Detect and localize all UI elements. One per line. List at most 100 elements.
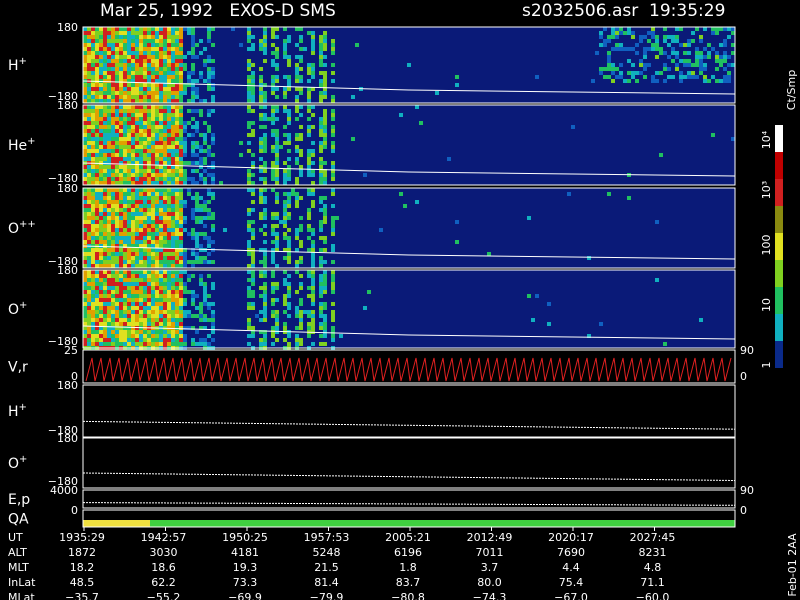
spectrogram-cell (115, 35, 119, 39)
spectrogram-cell (163, 39, 167, 43)
spectrogram-cell (207, 240, 211, 244)
spectrogram-cell (91, 282, 95, 286)
spectrogram-cell (83, 204, 87, 208)
spectrogram-cell (203, 216, 207, 220)
spectrogram-cell (187, 75, 191, 79)
spectrogram-cell (131, 71, 135, 75)
spectrogram-cell (107, 27, 111, 31)
spectrogram-cell (331, 274, 335, 278)
spectrogram-cell (331, 270, 335, 274)
spectrogram-cell (163, 99, 167, 103)
spectrogram-cell (91, 264, 95, 268)
spectrogram-cell (167, 270, 171, 274)
spectrogram-cell (95, 314, 99, 318)
spectrogram-cell (287, 290, 291, 294)
spectrogram-cell (159, 31, 163, 35)
spectrogram-cell (183, 173, 187, 177)
spectrogram-cell (183, 145, 187, 149)
spectrogram-cell (195, 141, 199, 145)
spectrogram-cell (655, 55, 659, 59)
spectrogram-cell (263, 169, 267, 173)
spectrogram-cell (247, 67, 251, 71)
spectrogram-cell (83, 47, 87, 51)
spectrogram-cell (275, 310, 279, 314)
spectrogram-cell (155, 318, 159, 322)
spectrogram-cell (239, 153, 243, 157)
spectrogram-cell (547, 302, 551, 306)
spectrogram-cell (83, 149, 87, 153)
spectrogram-cell (163, 244, 167, 248)
spectrogram-cell (123, 334, 127, 338)
spectrogram-cell (247, 75, 251, 79)
spectrogram-cell (723, 43, 727, 47)
spectrogram-cell (179, 141, 183, 145)
spectrogram-cell (131, 256, 135, 260)
label-sup: + (19, 402, 27, 413)
row-value: −74.3 (473, 591, 507, 600)
spectrogram-cell (99, 181, 103, 185)
spectrogram-cell (251, 181, 255, 185)
spectrogram-cell (151, 137, 155, 141)
spectrogram-cell (107, 129, 111, 133)
spectrogram-cell (287, 55, 291, 59)
spectrogram-cell (123, 270, 127, 274)
spectrogram-cell (323, 270, 327, 274)
spectrogram-cell (127, 298, 131, 302)
spectrogram-cell (107, 200, 111, 204)
panel-label: O++ (8, 219, 36, 237)
spectrogram-cell (139, 322, 143, 326)
spectrogram-cell (271, 121, 275, 125)
spectrogram-cell (175, 326, 179, 330)
spectrogram-cell (167, 274, 171, 278)
label-text: E,p (8, 492, 30, 508)
spectrogram-cell (623, 47, 627, 51)
spectrogram-cell (147, 145, 151, 149)
spectrogram-cell (147, 322, 151, 326)
spectrogram-cell (663, 63, 667, 67)
spectrogram-cell (271, 232, 275, 236)
spectrogram-cell (311, 298, 315, 302)
spectrogram-cell (99, 125, 103, 129)
spectrogram-cell (127, 125, 131, 129)
spectrogram-cell (111, 157, 115, 161)
spectrogram-cell (287, 200, 291, 204)
spectrogram-cell (135, 290, 139, 294)
spectrogram-cell (139, 75, 143, 79)
spectrogram-cell (275, 181, 279, 185)
spectrogram-cell (139, 87, 143, 91)
spectrogram-cell (171, 39, 175, 43)
spectrogram-cell (115, 248, 119, 252)
spectrogram-cell (95, 165, 99, 169)
spectrogram-cell (87, 113, 91, 117)
spectrogram-cell (87, 149, 91, 153)
spectrogram-cell (115, 55, 119, 59)
spectrogram-cell (111, 294, 115, 298)
spectrogram-cell (131, 302, 135, 306)
spectrogram-cell (99, 216, 103, 220)
spectrogram-cell (155, 83, 159, 87)
spectrogram-cell (275, 282, 279, 286)
spectrogram-cell (175, 67, 179, 71)
spectrogram-cell (127, 216, 131, 220)
spectrogram-cell (351, 137, 355, 141)
spectrogram-cell (307, 165, 311, 169)
spectrogram-cell (131, 342, 135, 346)
spectrogram-cell (663, 67, 667, 71)
spectrogram-cell (199, 39, 203, 43)
spectrogram-cell (271, 334, 275, 338)
spectrogram-cell (143, 51, 147, 55)
spectrogram-cell (103, 141, 107, 145)
row-value: −69.9 (228, 591, 262, 600)
spectrogram-cell (175, 220, 179, 224)
spectrogram-cell (259, 67, 263, 71)
spectrogram-cell (131, 334, 135, 338)
spectrogram-cell (263, 188, 267, 192)
spectrogram-cell (631, 31, 635, 35)
spectrogram-cell (135, 125, 139, 129)
spectrogram-cell (179, 212, 183, 216)
spectrogram-cell (111, 117, 115, 121)
spectrogram-cell (107, 192, 111, 196)
spectrogram-cell (199, 274, 203, 278)
spectrogram-cell (107, 264, 111, 268)
spectrogram-cell (299, 27, 303, 31)
